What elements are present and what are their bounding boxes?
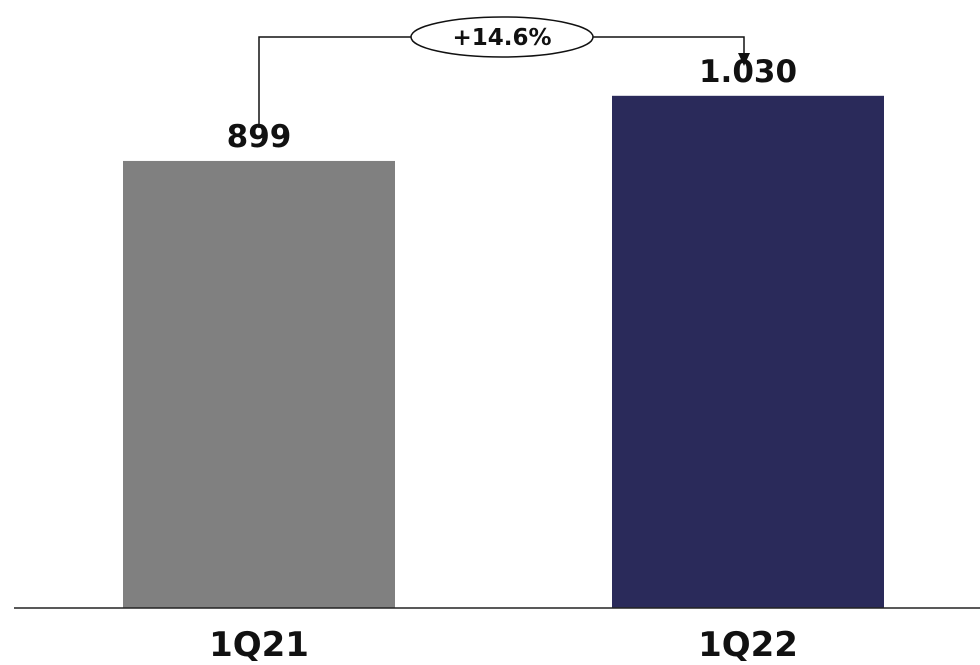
growth-arrow-head (738, 53, 750, 66)
bar-1q22 (612, 95, 884, 609)
bars-layer (123, 95, 884, 609)
growth-annotation: +14.6% (258, 16, 750, 128)
growth-badge (410, 16, 594, 58)
bar-1q21 (123, 160, 395, 608)
category-label-1q22: 1Q22 (698, 625, 798, 665)
value-label-1q22: 1.030 (699, 54, 797, 90)
growth-badge-text: +14.6% (452, 25, 551, 51)
category-label-1q21: 1Q21 (209, 625, 309, 665)
